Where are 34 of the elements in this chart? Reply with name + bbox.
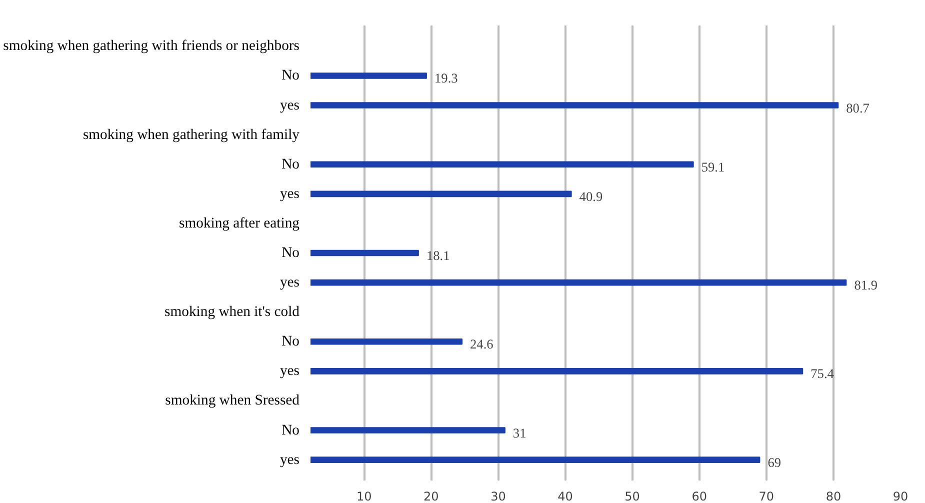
x-tick-label: 10 bbox=[356, 490, 372, 503]
y-tick-label: smoking when gathering with family bbox=[82, 126, 300, 143]
data-label: 18.1 bbox=[426, 248, 450, 263]
x-tick-label: 90 bbox=[892, 490, 908, 503]
data-label: 31 bbox=[512, 425, 526, 440]
y-tick-label: yes bbox=[280, 363, 300, 380]
y-tick-label: smoking when gathering with friends or neighbors bbox=[3, 38, 300, 54]
data-label: 69 bbox=[768, 454, 782, 470]
data-label: 81.9 bbox=[854, 278, 878, 293]
y-tick-label: No bbox=[282, 68, 300, 84]
y-tick-label: yes bbox=[280, 452, 300, 468]
data-label: 40.9 bbox=[579, 188, 603, 204]
x-tick-label: 80 bbox=[826, 490, 842, 503]
data-label: 80.7 bbox=[846, 100, 870, 116]
x-tick-label: 70 bbox=[758, 490, 774, 503]
data-label: 19.3 bbox=[434, 70, 458, 86]
x-tick-label: 50 bbox=[624, 490, 640, 503]
y-tick-label: smoking when Sressed bbox=[165, 392, 300, 409]
y-tick-label: smoking after eating bbox=[179, 215, 300, 232]
data-label: 59.1 bbox=[701, 159, 725, 174]
y-tick-label: No bbox=[282, 245, 300, 261]
y-tick-label: No bbox=[282, 422, 300, 438]
x-tick-label: 40 bbox=[558, 490, 573, 503]
data-label: 24.6 bbox=[470, 336, 494, 352]
y-tick-label: yes bbox=[280, 97, 300, 114]
y-tick-label: No bbox=[282, 334, 300, 350]
y-tick-label: yes bbox=[280, 186, 300, 202]
x-tick-label: 20 bbox=[424, 490, 439, 503]
data-label: 75.4 bbox=[810, 366, 834, 382]
y-tick-label: yes bbox=[280, 274, 300, 291]
x-tick-label: 30 bbox=[490, 490, 506, 503]
x-tick-label: 60 bbox=[692, 490, 708, 503]
y-tick-label: No bbox=[282, 156, 300, 172]
y-tick-label: smoking when it's cold bbox=[164, 304, 300, 320]
